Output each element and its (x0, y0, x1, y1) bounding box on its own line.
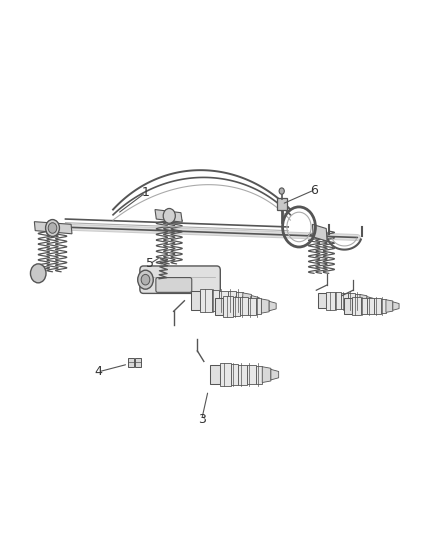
Polygon shape (335, 292, 341, 309)
Polygon shape (219, 291, 228, 311)
Polygon shape (341, 293, 348, 309)
Polygon shape (318, 293, 326, 309)
Polygon shape (367, 298, 374, 314)
Polygon shape (256, 366, 262, 384)
Polygon shape (393, 302, 399, 310)
Circle shape (163, 208, 175, 223)
FancyBboxPatch shape (276, 198, 287, 209)
Text: 1: 1 (141, 186, 149, 199)
Polygon shape (34, 222, 72, 234)
Polygon shape (374, 298, 381, 313)
Polygon shape (220, 363, 231, 386)
Polygon shape (261, 299, 269, 313)
Text: 6: 6 (310, 183, 318, 197)
Polygon shape (236, 292, 243, 310)
Polygon shape (386, 300, 393, 312)
FancyBboxPatch shape (156, 278, 192, 292)
Polygon shape (210, 365, 220, 384)
Polygon shape (367, 296, 373, 305)
Polygon shape (348, 293, 355, 309)
Polygon shape (243, 293, 251, 309)
Polygon shape (360, 294, 367, 307)
Polygon shape (233, 296, 240, 316)
Polygon shape (215, 297, 223, 314)
FancyBboxPatch shape (128, 358, 134, 367)
Polygon shape (240, 297, 248, 315)
FancyBboxPatch shape (135, 358, 141, 367)
Polygon shape (355, 294, 360, 308)
Polygon shape (326, 292, 335, 310)
Polygon shape (201, 289, 212, 312)
Circle shape (48, 223, 57, 233)
Circle shape (138, 270, 153, 289)
Text: 3: 3 (198, 413, 205, 426)
Circle shape (141, 274, 150, 285)
Circle shape (46, 220, 60, 237)
Polygon shape (255, 298, 261, 314)
Polygon shape (344, 298, 352, 313)
Polygon shape (247, 365, 256, 384)
Polygon shape (352, 297, 361, 316)
Circle shape (279, 188, 284, 194)
Polygon shape (231, 364, 238, 385)
Polygon shape (248, 297, 255, 314)
Polygon shape (262, 367, 271, 383)
Polygon shape (191, 292, 201, 310)
Polygon shape (228, 292, 236, 310)
Text: 5: 5 (146, 257, 154, 270)
Polygon shape (381, 299, 386, 313)
Polygon shape (155, 209, 182, 222)
Polygon shape (361, 297, 367, 314)
Text: 4: 4 (94, 366, 102, 378)
Polygon shape (271, 369, 279, 380)
Polygon shape (238, 365, 247, 385)
Polygon shape (212, 290, 219, 311)
Polygon shape (251, 295, 259, 306)
Circle shape (31, 264, 46, 283)
FancyBboxPatch shape (140, 266, 220, 293)
Polygon shape (223, 296, 233, 317)
Polygon shape (312, 224, 327, 241)
Polygon shape (269, 301, 276, 311)
